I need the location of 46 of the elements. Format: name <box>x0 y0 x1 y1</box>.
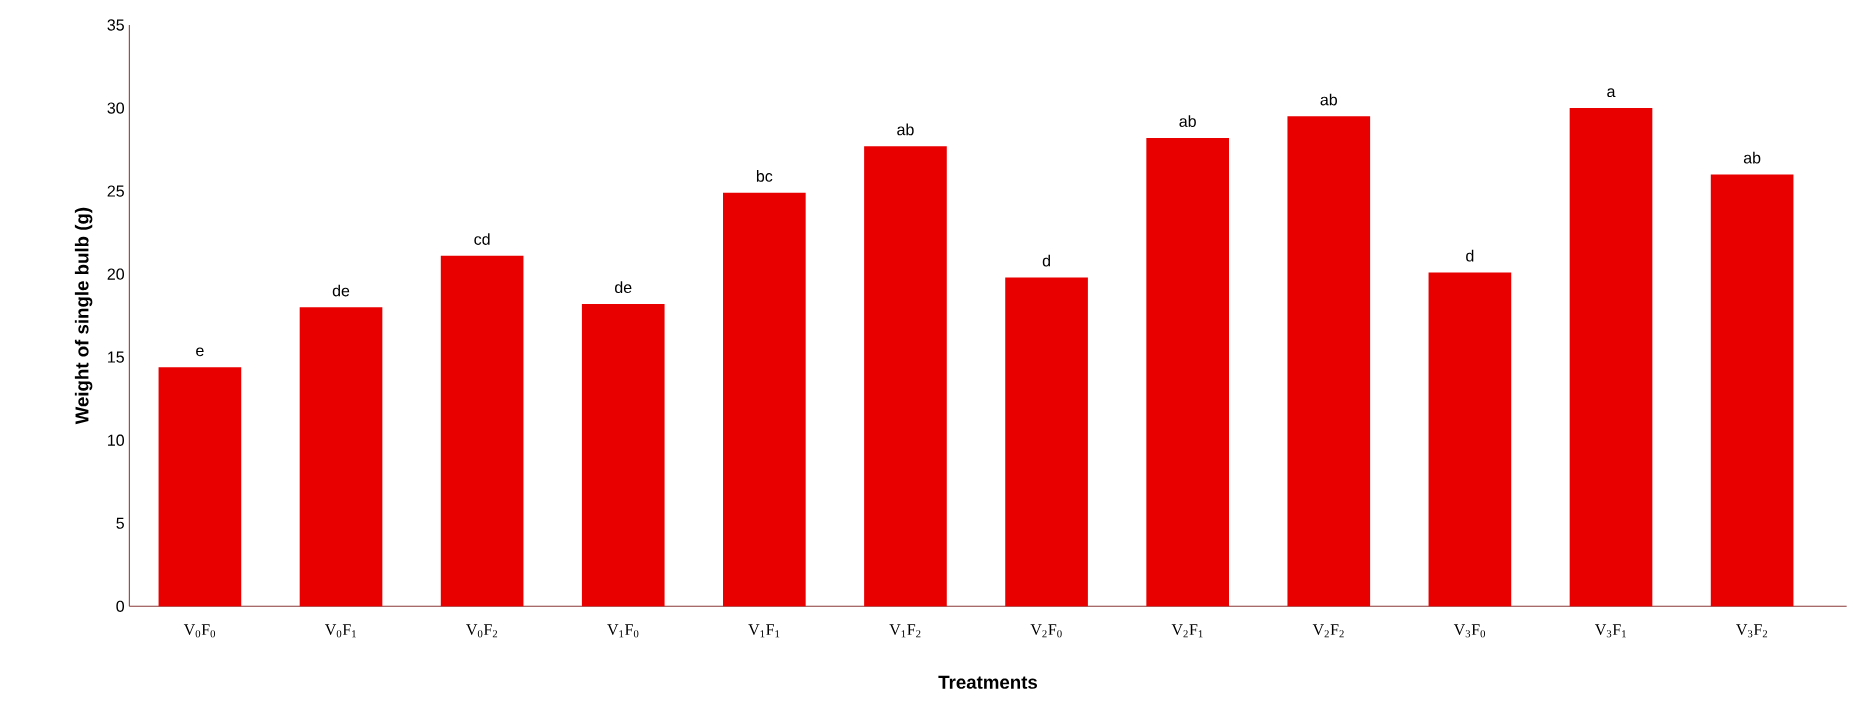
bar <box>723 192 806 607</box>
bar <box>1005 277 1088 607</box>
x-tick-label: V$_{1}$F$_{2}$ <box>889 624 921 638</box>
annotation: ab <box>1743 151 1761 164</box>
bar <box>581 304 665 607</box>
bar <box>1287 116 1371 607</box>
x-tick-label: V$_{0}$F$_{1}$ <box>324 624 356 638</box>
x-tick-label: V$_{0}$F$_{0}$ <box>183 624 216 638</box>
x-axis-title: Treatments <box>938 675 1038 689</box>
y-tick-label: 35 <box>107 19 124 31</box>
bar <box>864 146 947 607</box>
y-tick-label: 10 <box>108 434 125 446</box>
y-tick-label: 5 <box>116 517 124 529</box>
annotation: e <box>196 347 204 357</box>
y-tick-label: 0 <box>116 600 125 612</box>
y-tick-label: 20 <box>107 268 125 280</box>
y-tick-label: 25 <box>107 185 124 197</box>
bar <box>299 307 383 607</box>
annotation: a <box>1607 88 1616 98</box>
bar <box>1569 108 1653 607</box>
annotation: cd <box>474 233 490 245</box>
annotation: de <box>615 281 632 294</box>
bar <box>1710 174 1794 607</box>
annotation: ab <box>897 123 914 136</box>
x-tick-label: V$_{3}$F$_{2}$ <box>1736 624 1768 638</box>
y-tick-label: 15 <box>108 351 124 363</box>
x-tick-label: V$_{3}$F$_{0}$ <box>1453 624 1486 638</box>
bar <box>158 367 242 607</box>
y-tick-label: 30 <box>107 102 125 114</box>
bar <box>440 255 524 607</box>
annotation: ab <box>1320 93 1337 106</box>
annotation: de <box>332 284 350 297</box>
x-tick-label: V$_{2}$F$_{2}$ <box>1312 624 1344 638</box>
bar <box>1146 137 1230 607</box>
bar <box>1428 272 1512 607</box>
x-tick-label: V$_{2}$F$_{0}$ <box>1030 624 1062 638</box>
x-tick-label: V$_{2}$F$_{1}$ <box>1171 624 1203 638</box>
annotation: bc <box>756 170 773 182</box>
x-tick-label: V$_{1}$F$_{1}$ <box>748 624 780 638</box>
x-tick-label: V$_{1}$F$_{0}$ <box>607 624 639 638</box>
annotation: d <box>1466 249 1474 262</box>
annotation: ab <box>1179 115 1196 127</box>
annotation: d <box>1042 254 1050 267</box>
x-tick-label: V$_{3}$F$_{1}$ <box>1594 624 1626 638</box>
y-axis-title: Weight of single bulb (g) <box>74 207 93 425</box>
x-tick-label: V$_{0}$F$_{2}$ <box>466 624 498 638</box>
